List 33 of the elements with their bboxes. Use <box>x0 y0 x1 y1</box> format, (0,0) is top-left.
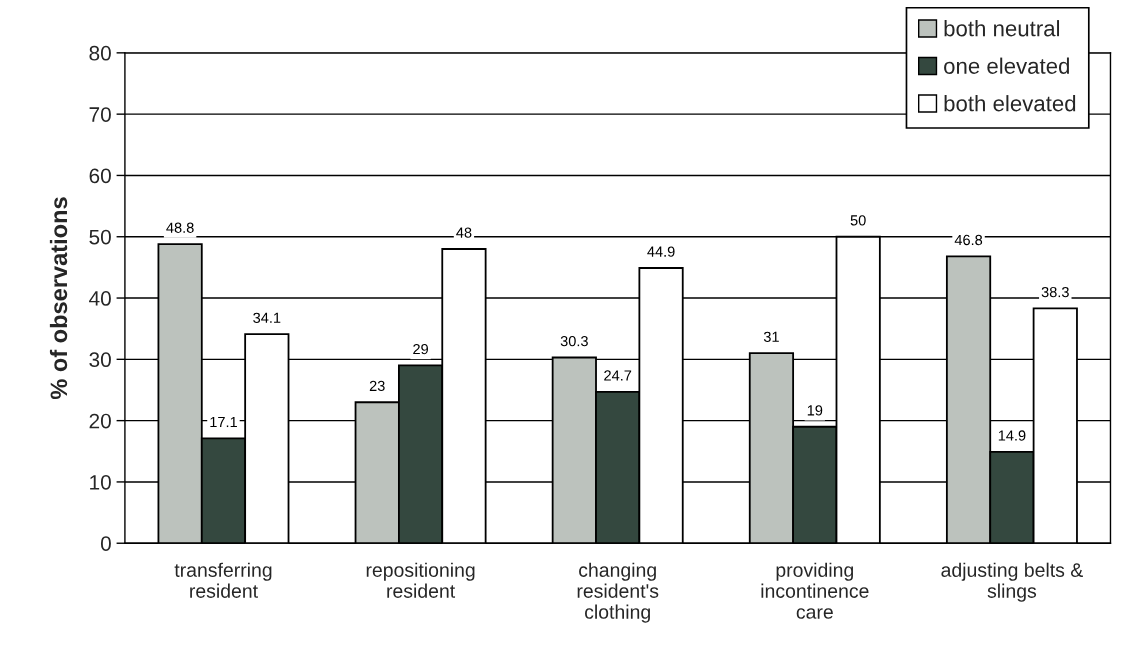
data-label: 17.1 <box>210 417 237 428</box>
data-label: 23 <box>369 380 385 392</box>
y-tick-label: 30 <box>89 352 111 368</box>
y-tick-label: 10 <box>90 474 111 490</box>
data-label: 31 <box>763 331 779 342</box>
data-label: 14.9 <box>998 430 1026 441</box>
y-tick-label: 0 <box>100 536 111 551</box>
data-label: 29 <box>413 343 428 355</box>
data-label: 44.9 <box>647 246 675 257</box>
y-tick-label: 20 <box>89 413 111 429</box>
data-label: 19 <box>807 405 823 416</box>
y-axis-title: % of observations <box>49 197 68 400</box>
y-tick-label: 60 <box>89 168 111 184</box>
data-label: 48 <box>456 227 472 238</box>
data-label: 30.3 <box>560 335 588 347</box>
legend-label: one elevated <box>944 57 1069 74</box>
data-label: 46.8 <box>954 234 983 246</box>
y-tick-label: 40 <box>89 291 111 306</box>
y-tick-label: 80 <box>89 45 111 61</box>
x-tick-label: providing incontinence care <box>761 562 869 619</box>
legend-label: both neutral <box>944 20 1060 37</box>
y-tick-label: 50 <box>89 229 111 245</box>
data-label: 50 <box>850 215 866 226</box>
x-tick-label: transferring resident <box>174 562 272 598</box>
data-label: 48.8 <box>166 222 194 233</box>
x-tick-label: repositioning resident <box>366 562 475 598</box>
legend-label: both elevated <box>944 95 1076 112</box>
x-tick-label: adjusting belts & slings <box>941 562 1083 602</box>
y-tick-label: 70 <box>89 107 111 122</box>
data-label: 38.3 <box>1041 286 1069 298</box>
data-label: 24.7 <box>604 370 632 381</box>
x-tick-label: changing resident's clothing <box>577 562 659 623</box>
data-label: 34.1 <box>253 312 281 323</box>
